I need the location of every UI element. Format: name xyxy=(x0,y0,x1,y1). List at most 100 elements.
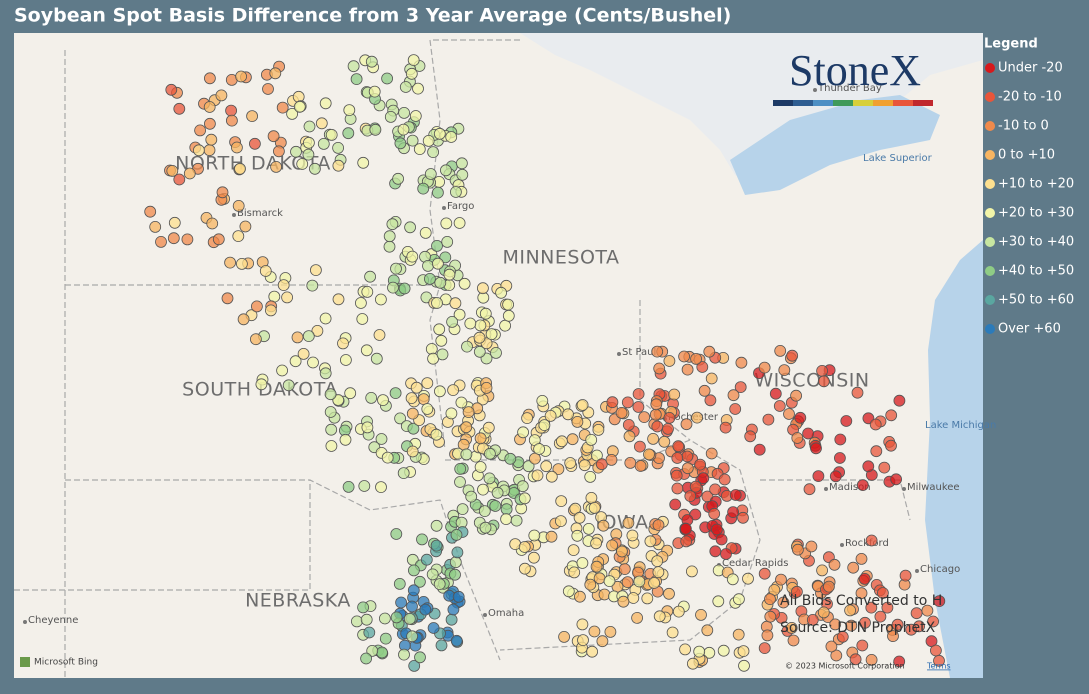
bid-point xyxy=(834,452,846,464)
bid-point xyxy=(409,110,422,122)
bid-point xyxy=(354,297,367,309)
bid-point xyxy=(276,364,289,377)
bid-point xyxy=(232,199,245,212)
bid-point xyxy=(397,123,410,136)
bid-point xyxy=(246,110,259,122)
bid-point xyxy=(234,162,246,175)
bid-point xyxy=(430,428,443,441)
bid-point xyxy=(691,411,703,424)
bid-point xyxy=(729,403,742,415)
bid-point xyxy=(235,257,248,270)
bid-point xyxy=(281,291,294,304)
bid-point xyxy=(248,137,261,150)
bid-point xyxy=(479,307,492,320)
bid-point xyxy=(697,472,710,485)
bid-point xyxy=(489,500,502,512)
bid-point xyxy=(454,462,467,475)
legend-title: Legend xyxy=(984,37,1038,52)
bid-point xyxy=(255,378,268,391)
bid-point xyxy=(445,131,458,143)
bid-point xyxy=(356,313,369,325)
bid-point xyxy=(844,604,856,617)
bid-point xyxy=(663,355,676,367)
bid-point xyxy=(544,409,557,422)
bid-point xyxy=(407,422,420,435)
bid-point xyxy=(643,448,655,461)
bid-point xyxy=(250,300,263,313)
bid-point xyxy=(406,407,419,420)
bid-point xyxy=(670,469,683,482)
bid-point xyxy=(381,451,394,464)
bid-point xyxy=(460,421,473,434)
bid-point xyxy=(910,607,923,620)
bid-point xyxy=(705,372,718,385)
bid-point xyxy=(622,517,635,529)
bid-point xyxy=(785,622,798,634)
bid-point xyxy=(671,482,684,495)
bid-point xyxy=(485,328,498,341)
bid-point xyxy=(375,481,387,494)
bid-point xyxy=(407,584,420,597)
bid-point xyxy=(855,553,868,565)
bid-point xyxy=(395,596,408,609)
bing: Microsoft Bing xyxy=(34,658,98,668)
bid-point xyxy=(424,168,437,180)
bid-point xyxy=(648,577,660,589)
bid-point xyxy=(232,230,245,243)
state-label: NORTH DAKOTA xyxy=(175,153,331,175)
bid-point xyxy=(426,568,439,581)
bid-point xyxy=(462,406,475,419)
city-dot xyxy=(813,88,817,92)
city-dot xyxy=(617,352,621,356)
city-label: Bismarck xyxy=(237,208,283,219)
bid-point xyxy=(651,555,664,567)
bid-point xyxy=(762,413,775,426)
bid-point xyxy=(427,146,440,159)
bid-point xyxy=(456,168,469,181)
bid-point xyxy=(577,634,589,646)
bid-point xyxy=(834,433,847,446)
bid-point xyxy=(738,659,750,672)
bid-point xyxy=(663,411,676,424)
bid-point xyxy=(206,217,219,230)
bid-point xyxy=(269,67,282,80)
bid-point xyxy=(718,473,731,486)
bid-point xyxy=(933,595,946,607)
bid-point xyxy=(679,643,691,656)
legend-label: +10 to +20 xyxy=(998,177,1074,192)
bid-point xyxy=(576,557,589,569)
logo-text: StoneX xyxy=(789,46,921,95)
bid-point xyxy=(571,415,584,428)
bid-point xyxy=(680,523,692,535)
bid-point xyxy=(357,156,370,169)
bid-point xyxy=(192,144,205,157)
bid-point xyxy=(315,117,328,130)
bid-point xyxy=(566,433,579,446)
bid-point xyxy=(421,403,434,415)
bid-point xyxy=(431,239,443,252)
bid-point xyxy=(420,553,433,566)
bid-point xyxy=(584,578,597,591)
bid-point xyxy=(350,73,363,85)
bid-point xyxy=(436,348,449,361)
bid-point xyxy=(582,523,595,535)
bid-point xyxy=(447,384,460,397)
bid-point xyxy=(576,618,589,631)
bid-point xyxy=(357,601,370,614)
bid-point xyxy=(406,250,419,263)
bid-point xyxy=(499,319,512,332)
bid-point xyxy=(672,605,685,618)
bid-point xyxy=(712,595,725,608)
bid-point xyxy=(701,624,714,637)
bid-point xyxy=(456,503,469,516)
bid-point xyxy=(921,604,934,617)
city-label: Cedar Rapids xyxy=(722,558,788,569)
terms[interactable]: Terms xyxy=(926,662,951,671)
bid-point xyxy=(840,415,853,427)
bid-point xyxy=(390,528,403,540)
bid-point xyxy=(425,343,438,355)
bid-point xyxy=(368,85,381,98)
logo-stripe xyxy=(893,100,913,106)
